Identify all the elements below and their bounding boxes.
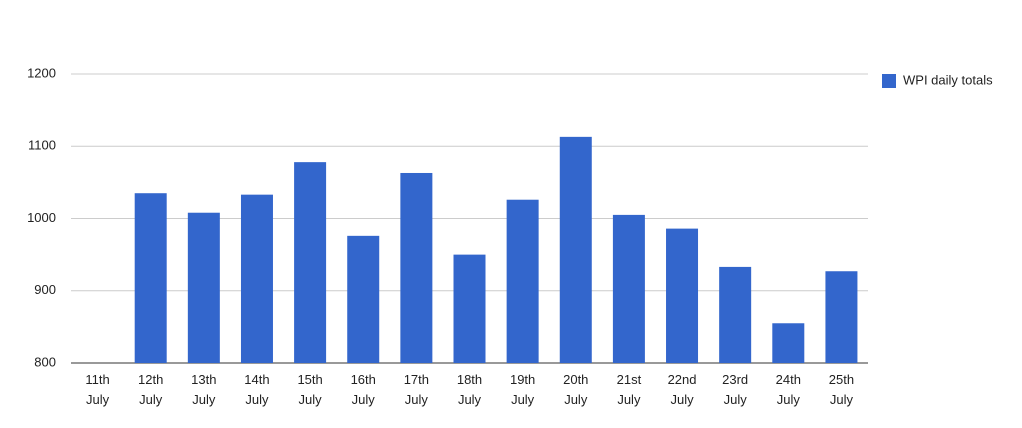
y-tick-label: 1200 — [27, 65, 56, 80]
x-tick-label: 14th July — [244, 372, 269, 407]
bar — [453, 254, 486, 363]
bar — [666, 228, 699, 363]
bar — [347, 235, 380, 363]
x-tick-label: 17th July — [404, 372, 429, 407]
bar — [719, 266, 752, 363]
bar — [825, 271, 858, 363]
bar — [772, 323, 805, 363]
x-tick-label: 25th July — [829, 372, 854, 407]
x-tick-label: 22nd July — [668, 372, 697, 407]
x-tick-label: 13th July — [191, 372, 216, 407]
bar — [559, 136, 592, 363]
bar — [134, 193, 167, 363]
y-tick-label: 800 — [34, 354, 56, 369]
x-tick-label: 16th July — [351, 372, 376, 407]
x-tick-label: 18th July — [457, 372, 482, 407]
y-tick-label: 1100 — [28, 138, 56, 153]
x-tick-label: 24th July — [776, 372, 801, 407]
x-tick-label: 12th July — [138, 372, 163, 407]
y-tick-label: 1000 — [27, 210, 56, 225]
x-tick-label: 15th July — [297, 372, 322, 407]
x-tick-label: 19th July — [510, 372, 535, 407]
x-tick-label: 21st July — [617, 372, 642, 407]
legend-label: WPI daily totals — [903, 72, 993, 87]
y-tick-label: 900 — [34, 282, 56, 297]
x-tick-label: 20th July — [563, 372, 588, 407]
legend-swatch — [882, 74, 896, 88]
bar — [400, 172, 433, 363]
bar — [240, 194, 273, 363]
x-tick-label: 11th July — [85, 372, 109, 407]
bar — [506, 199, 539, 363]
bar — [294, 162, 327, 363]
bar — [612, 214, 645, 363]
bar — [187, 212, 220, 363]
x-tick-label: 23rd July — [722, 372, 748, 407]
